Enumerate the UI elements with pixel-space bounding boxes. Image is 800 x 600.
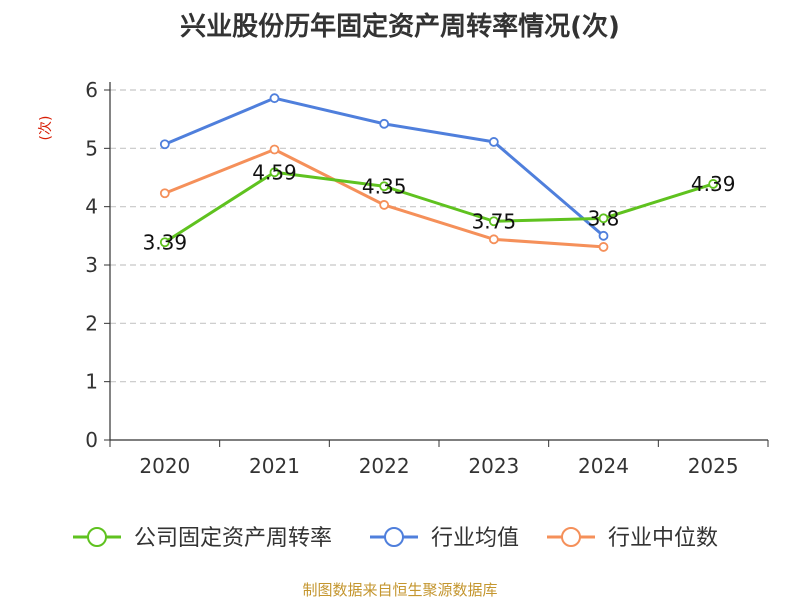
- y-tick-label: 6: [85, 78, 98, 102]
- data-point: [159, 139, 170, 150]
- y-tick-label: 0: [85, 428, 98, 452]
- data-point: [598, 213, 609, 224]
- data-point: [159, 237, 170, 248]
- y-tick-label: 4: [85, 195, 98, 219]
- chart-title: 兴业股份历年固定资产周转率情况(次): [180, 11, 620, 42]
- data-label: 4.35: [362, 174, 407, 198]
- x-tick-label: 2022: [359, 454, 410, 478]
- x-tick-label: 2025: [688, 454, 739, 478]
- legend-label: 行业均值: [431, 526, 519, 551]
- legend-label: 行业中位数: [608, 526, 718, 551]
- axes: 0 1 2 3 4 5 6 2020 2021 2022 2023 2024 2025: [85, 78, 769, 478]
- data-point: [379, 181, 390, 192]
- series-lines: [159, 93, 719, 252]
- data-point: [598, 230, 609, 241]
- data-labels: 3.39 4.59 4.35 3.75 3.8 4.39: [143, 160, 736, 254]
- x-tick-label: 2020: [139, 454, 190, 478]
- data-point: [269, 167, 280, 178]
- data-point: [159, 188, 170, 199]
- legend-item-1[interactable]: 行业均值: [370, 526, 519, 551]
- data-label: 3.39: [143, 230, 188, 254]
- x-tick-label: 2024: [578, 454, 629, 478]
- legend-item-2[interactable]: 行业中位数: [547, 526, 718, 551]
- legend-marker: [87, 527, 107, 547]
- data-point: [379, 200, 390, 210]
- y-axis-label: (次): [38, 116, 54, 141]
- data-point: [269, 93, 280, 104]
- x-tick-label: 2023: [468, 454, 519, 478]
- y-tick-label: 2: [85, 311, 98, 335]
- data-point: [488, 216, 499, 227]
- legend-marker: [384, 527, 404, 547]
- legend[interactable]: 公司固定资产周转率 行业均值 行业中位数: [73, 526, 718, 551]
- data-label: 3.75: [472, 209, 517, 233]
- legend-item-0[interactable]: 公司固定资产周转率: [73, 526, 332, 551]
- data-point: [488, 234, 499, 245]
- data-label: 3.8: [588, 206, 620, 230]
- data-point: [598, 242, 609, 252]
- y-tick-label: 5: [85, 136, 98, 160]
- legend-marker: [561, 527, 581, 547]
- data-label: 4.39: [691, 172, 736, 196]
- data-label: 4.59: [252, 160, 297, 184]
- data-point: [708, 179, 719, 189]
- source-note: 制图数据来自恒生聚源数据库: [302, 581, 497, 599]
- data-point: [269, 144, 280, 155]
- y-tick-label: 3: [85, 253, 98, 277]
- y-tick-label: 1: [85, 370, 98, 394]
- data-point: [488, 137, 499, 147]
- legend-label: 公司固定资产周转率: [134, 526, 332, 551]
- series-line-0: [164, 170, 714, 244]
- x-tick-label: 2021: [249, 454, 300, 478]
- data-point: [379, 118, 390, 129]
